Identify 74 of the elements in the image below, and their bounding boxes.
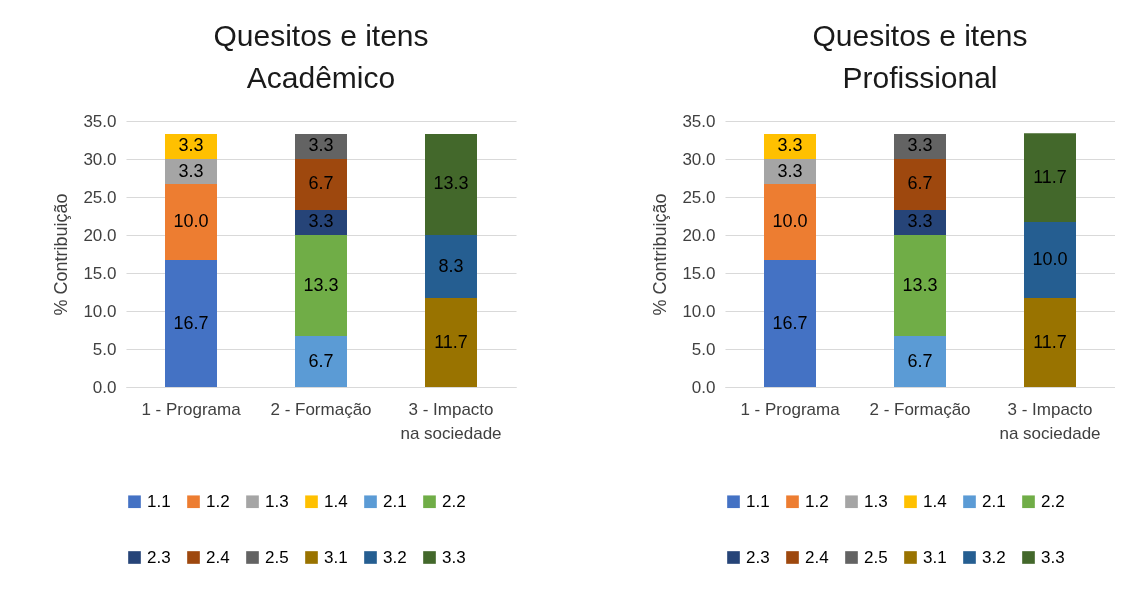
data-label: 10.0: [1032, 249, 1068, 270]
legend-label: 3.3: [1041, 547, 1065, 567]
legend-label: 2.4: [805, 547, 829, 567]
x-tick-label: 2 - Formação: [869, 399, 971, 419]
data-label: 6.7: [907, 350, 933, 371]
y-tick-label: 0.0: [92, 377, 117, 397]
data-label: 10.0: [772, 211, 808, 232]
legend-label: 2.4: [206, 547, 230, 567]
data-label: 6.7: [308, 350, 334, 371]
y-tick-label: 5.0: [691, 339, 716, 359]
data-label: 13.3: [433, 173, 469, 194]
y-tick-label: 30.0: [682, 149, 716, 169]
data-label: 11.7: [1033, 166, 1067, 187]
y-tick-label: 25.0: [83, 187, 117, 207]
x-tick-label: 1 - Programa: [740, 399, 841, 419]
data-label: 6.7: [308, 173, 334, 194]
y-tick-label: 20.0: [83, 225, 117, 245]
legend-label: 3.1: [923, 547, 947, 567]
data-label: 11.7: [434, 331, 468, 352]
legend-label: 1.2: [206, 491, 230, 511]
data-label: 3.3: [308, 211, 334, 232]
data-label: 3.3: [308, 135, 334, 156]
data-label: 11.7: [1033, 331, 1067, 352]
y-axis-title: % Contribuição: [650, 193, 671, 316]
data-label: 10.0: [173, 211, 209, 232]
x-tick-label: 3 - Impacto na sociedade: [999, 399, 1101, 443]
y-tick-label: 30.0: [83, 149, 117, 169]
legend-label: 2.5: [265, 547, 289, 567]
data-label: 16.7: [173, 312, 209, 333]
legend-label: 2.3: [746, 547, 770, 567]
legend-label: 1.1: [746, 491, 770, 511]
y-tick-label: 35.0: [83, 111, 117, 131]
legend-label: 2.1: [982, 491, 1006, 511]
legend-label: 2.2: [442, 491, 466, 511]
x-tick-label: 2 - Formação: [270, 399, 372, 419]
x-tick-label: 3 - Impacto na sociedade: [400, 399, 502, 443]
legend-label: 3.3: [442, 547, 466, 567]
data-label: 16.7: [772, 312, 808, 333]
legend-label: 2.2: [1041, 491, 1065, 511]
y-tick-label: 15.0: [682, 263, 716, 283]
data-label: 3.3: [907, 135, 933, 156]
chart-title: Quesitos e itens Acadêmico: [213, 19, 429, 94]
legend-label: 2.5: [864, 547, 888, 567]
legend-label: 1.4: [923, 491, 947, 511]
data-label: 3.3: [178, 160, 204, 181]
y-tick-label: 25.0: [682, 187, 716, 207]
chart-title: Quesitos e itens Profissional: [812, 19, 1028, 94]
legend-label: 2.1: [383, 491, 407, 511]
y-tick-label: 5.0: [92, 339, 117, 359]
legend-label: 1.3: [864, 491, 888, 511]
y-tick-label: 0.0: [691, 377, 716, 397]
y-tick-label: 35.0: [682, 111, 716, 131]
x-tick-label: 1 - Programa: [141, 399, 242, 419]
data-label: 3.3: [777, 160, 803, 181]
y-tick-label: 10.0: [682, 301, 716, 321]
y-tick-label: 10.0: [83, 301, 117, 321]
legend-label: 3.1: [324, 547, 348, 567]
legend-label: 1.3: [265, 491, 289, 511]
data-label: 3.3: [178, 135, 204, 156]
legend-label: 2.3: [147, 547, 171, 567]
data-label: 13.3: [902, 274, 938, 295]
data-label: 6.7: [907, 173, 933, 194]
legend-label: 1.1: [147, 491, 171, 511]
data-label: 8.3: [438, 255, 464, 276]
legend-label: 1.4: [324, 491, 348, 511]
legend-label: 3.2: [383, 547, 407, 567]
y-tick-label: 20.0: [682, 225, 716, 245]
data-label: 3.3: [777, 135, 803, 156]
legend-label: 1.2: [805, 491, 829, 511]
data-label: 13.3: [303, 274, 339, 295]
legend-label: 3.2: [982, 547, 1006, 567]
y-axis-title: % Contribuição: [51, 193, 72, 316]
y-tick-label: 15.0: [83, 263, 117, 283]
data-label: 3.3: [907, 211, 933, 232]
